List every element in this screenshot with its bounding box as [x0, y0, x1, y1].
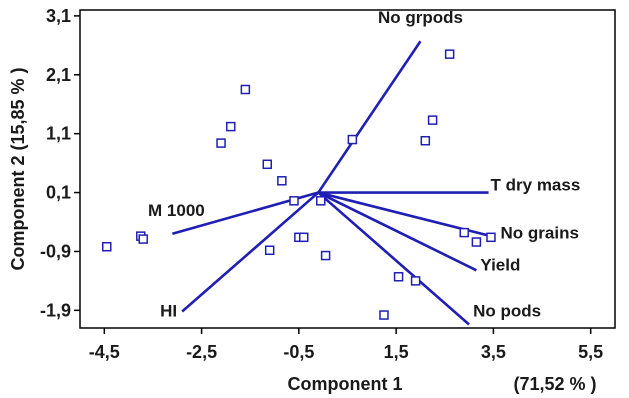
loading-vectors: [172, 40, 489, 326]
axis-ticks: -4,5 -2,5 -0,5 1,5 3,5 5,5 3,1 2,1 1,1 0,1 -0,9 -1,…: [40, 6, 603, 362]
score-point: [240, 84, 251, 95]
x-tick-label: 1,5: [384, 342, 409, 362]
score-point: [486, 232, 496, 243]
vector-label: No grains: [501, 224, 579, 243]
vector-label: Yield: [480, 255, 520, 274]
score-point: [102, 241, 112, 252]
vector-label: HI: [160, 302, 177, 321]
y-tick-label: 0,1: [46, 183, 71, 203]
loading-vector: [181, 191, 320, 313]
score-point: [320, 250, 331, 261]
score-point: [316, 196, 326, 206]
y-axis-title: Component 2 (15,85 % ): [8, 67, 28, 270]
vector-label: No grpods: [378, 8, 463, 27]
x-tick-label: -4,5: [89, 342, 120, 362]
vector-labels: No grpods T dry mass No grains Yield No pods…: [148, 8, 580, 320]
score-point: [216, 138, 226, 148]
score-point: [459, 227, 469, 238]
score-point: [298, 232, 309, 243]
score-point: [427, 115, 438, 125]
x-tick-label: 3,5: [481, 342, 506, 362]
vector-label: M 1000: [148, 201, 205, 220]
x-tick-label: -2,5: [186, 342, 217, 362]
y-tick-label: 1,1: [46, 124, 71, 144]
loading-vector: [317, 191, 470, 326]
plot-frame: [79, 9, 616, 329]
score-point: [379, 310, 389, 320]
score-point: [264, 245, 275, 256]
y-tick-label: 2,1: [46, 65, 71, 85]
loading-vector: [317, 40, 422, 194]
score-point: [347, 134, 358, 145]
score-point: [410, 276, 421, 286]
score-point: [444, 49, 455, 59]
x-axis-title: Component 1: [288, 374, 403, 394]
vector-label: T dry mass: [491, 176, 581, 195]
x-tick-label: -0,5: [283, 342, 314, 362]
score-points: [102, 49, 496, 320]
score-point: [226, 121, 236, 132]
score-point: [262, 159, 272, 170]
vector-label: No pods: [473, 301, 541, 320]
score-point: [289, 196, 299, 206]
loading-vector: [317, 191, 477, 272]
y-tick-label: 3,1: [46, 6, 71, 26]
x-tick-label: 5,5: [578, 342, 603, 362]
score-point: [138, 234, 148, 244]
x-axis-variance: (71,52 % ): [513, 374, 596, 394]
score-point: [471, 237, 482, 247]
y-tick-label: -1,9: [40, 300, 71, 320]
y-tick-label: -0,9: [40, 241, 71, 261]
score-point: [420, 135, 431, 146]
score-point: [277, 176, 287, 186]
plot-border: [79, 9, 616, 329]
score-point: [393, 272, 404, 282]
